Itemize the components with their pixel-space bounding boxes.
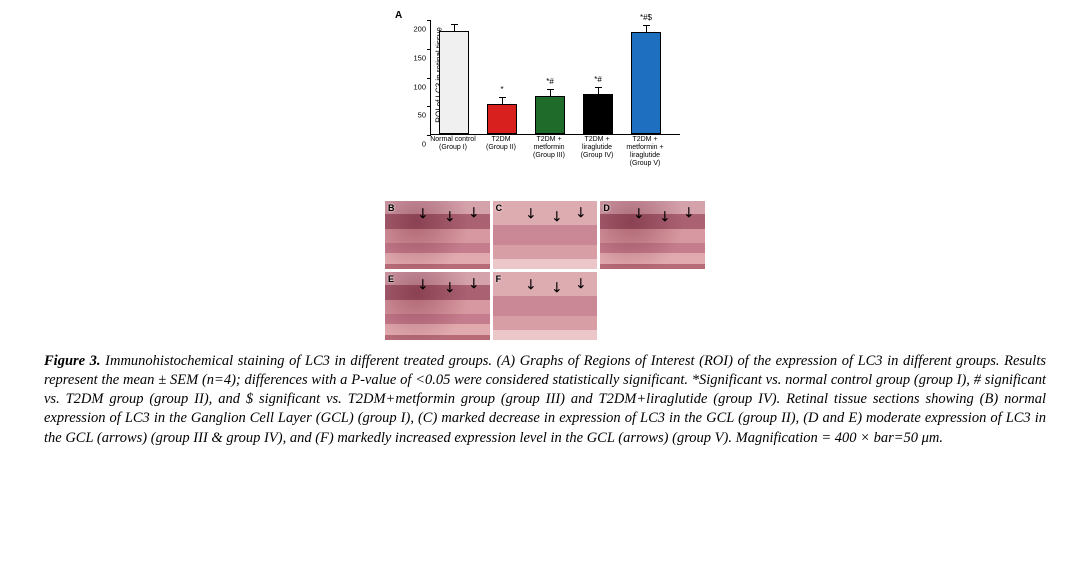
y-tick-mark xyxy=(427,78,431,79)
y-tick-mark xyxy=(427,20,431,21)
annotation-arrow: ↘ xyxy=(571,275,589,293)
error-bar xyxy=(550,89,551,97)
panel-label: E xyxy=(388,274,394,284)
histology-panel: D ↘ ↘ ↘ xyxy=(600,201,705,269)
plot-area: **#*#*#$ xyxy=(430,20,680,135)
figure-wrapper: A ROI of LC3 in retinal tissue **#*#*#$ … xyxy=(40,10,1050,448)
y-tick-label: 200 xyxy=(412,25,426,34)
panel-label: B xyxy=(388,203,395,213)
panel-label: C xyxy=(496,203,503,213)
y-tick-label: 50 xyxy=(412,111,426,120)
y-tick-label: 100 xyxy=(412,82,426,91)
significance-marker: * xyxy=(500,85,503,94)
x-category-label: T2DM +metformin +liraglutide(Group V) xyxy=(620,136,670,168)
histology-panel: C ↘ ↘ ↘ xyxy=(493,201,598,269)
histology-panel: E ↘ ↘ ↘ xyxy=(385,272,490,340)
annotation-arrow: ↘ xyxy=(463,275,481,293)
x-category-label: T2DM +liraglutide(Group IV) xyxy=(572,136,622,160)
chart-bar xyxy=(583,94,613,134)
annotation-arrow: ↘ xyxy=(628,205,646,223)
panel-label: F xyxy=(496,274,502,284)
x-category-label: T2DM(Group II) xyxy=(476,136,526,152)
annotation-arrow: ↘ xyxy=(571,204,589,222)
annotation-arrow: ↘ xyxy=(439,279,457,297)
error-bar xyxy=(646,25,647,33)
annotation-arrow: ↘ xyxy=(655,208,673,226)
x-category-label: Normal control(Group I) xyxy=(428,136,478,152)
y-tick-mark xyxy=(427,106,431,107)
annotation-arrow: ↘ xyxy=(463,204,481,222)
annotation-arrow: ↘ xyxy=(413,276,431,294)
y-tick-mark xyxy=(427,49,431,50)
figure-label: Figure 3. xyxy=(44,353,101,369)
figure-caption: Figure 3. Immunohistochemical staining o… xyxy=(40,352,1050,448)
annotation-arrow: ↘ xyxy=(413,205,431,223)
chart-bar xyxy=(487,104,517,134)
significance-marker: *# xyxy=(594,75,602,84)
panel-label-A: A xyxy=(395,10,402,21)
error-bar xyxy=(454,24,455,32)
annotation-arrow: ↘ xyxy=(547,208,565,226)
histology-panel: B ↘ ↘ ↘ xyxy=(385,201,490,269)
y-tick-label: 0 xyxy=(412,140,426,149)
annotation-arrow: ↘ xyxy=(547,279,565,297)
bar-chart: A ROI of LC3 in retinal tissue **#*#*#$ … xyxy=(385,10,705,195)
histology-panel: F ↘ ↘ ↘ xyxy=(493,272,598,340)
annotation-arrow: ↘ xyxy=(521,276,539,294)
significance-marker: *# xyxy=(546,77,554,86)
histology-grid: B ↘ ↘ ↘ C ↘ ↘ ↘ D ↘ ↘ ↘ E ↘ ↘ ↘ F ↘ ↘ ↘ xyxy=(385,201,705,340)
chart-bar xyxy=(439,31,469,135)
annotation-arrow: ↘ xyxy=(679,204,697,222)
chart-bar xyxy=(631,32,661,134)
annotation-arrow: ↘ xyxy=(439,208,457,226)
significance-marker: *#$ xyxy=(640,13,652,22)
y-tick-label: 150 xyxy=(412,53,426,62)
x-category-label: T2DM +metformin(Group III) xyxy=(524,136,574,160)
panel-label: D xyxy=(603,203,610,213)
chart-bar xyxy=(535,96,565,134)
figure-caption-text: Immunohistochemical staining of LC3 in d… xyxy=(44,353,1046,446)
annotation-arrow: ↘ xyxy=(521,205,539,223)
error-bar xyxy=(598,87,599,95)
error-bar xyxy=(502,97,503,105)
